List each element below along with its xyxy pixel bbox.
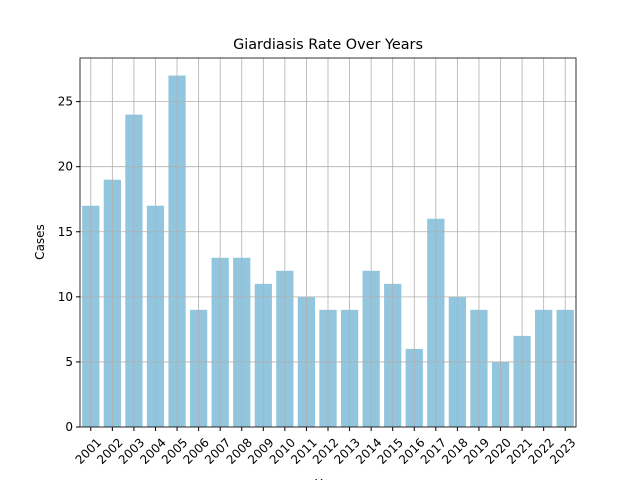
y-tick-label: 10	[58, 290, 73, 304]
y-tick-label: 5	[65, 355, 73, 369]
x-axis-label: Year	[314, 477, 340, 480]
y-tick-label: 15	[58, 225, 73, 239]
plot-frame	[79, 57, 577, 428]
y-tick-label: 20	[58, 160, 73, 174]
y-tick-label: 0	[65, 420, 73, 434]
y-axis-label: Cases	[33, 224, 47, 260]
chart-title: Giardiasis Rate Over Years	[233, 37, 423, 53]
y-tick-label: 25	[58, 95, 73, 109]
